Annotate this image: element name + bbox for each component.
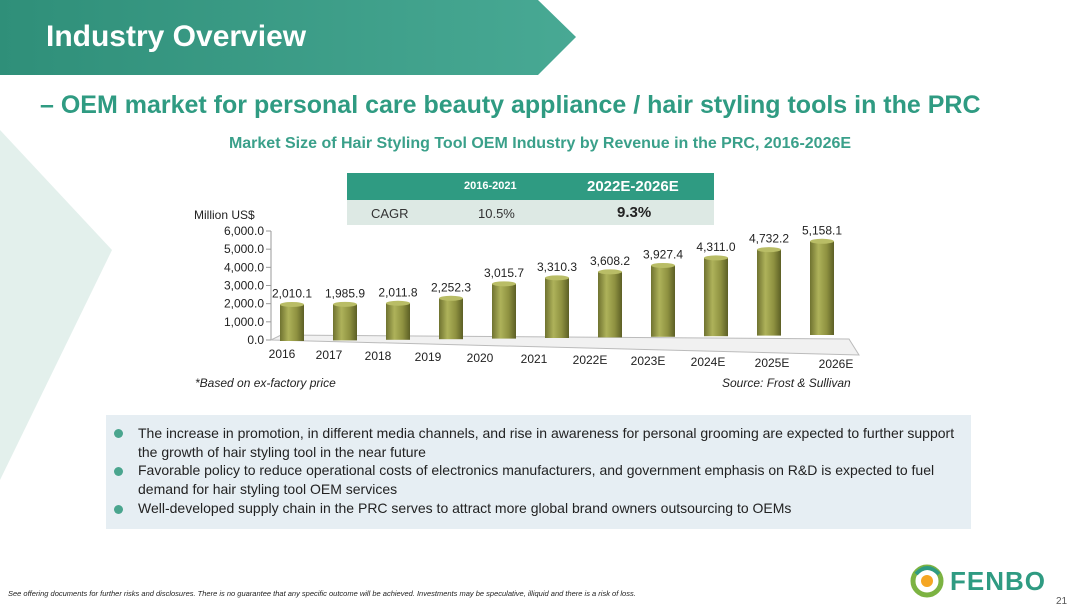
bar-2020 [492, 283, 516, 339]
cagr-table-row: CAGR 10.5% 9.3% [347, 200, 714, 225]
y-tick-label: 0.0 [247, 333, 264, 347]
footnote-ex-factory: *Based on ex-factory price [195, 376, 336, 390]
bar-2023E [651, 265, 675, 337]
disclaimer: See offering documents for further risks… [8, 589, 636, 598]
x-tick-label: 2025E [755, 356, 790, 370]
bar-2018 [386, 303, 410, 340]
data-label: 2,011.8 [378, 285, 417, 299]
x-tick-label: 2017 [316, 348, 343, 362]
x-tick-label: 2021 [521, 352, 548, 366]
company-logo: FENBO [910, 564, 1070, 598]
page-title: Industry Overview [46, 20, 307, 53]
x-tick-label: 2022E [573, 353, 608, 367]
page-number: 21 [1056, 596, 1068, 607]
bullet-item: Favorable policy to reduce operational c… [138, 462, 935, 497]
cagr-header-period-2: 2022E-2026E [587, 178, 679, 195]
bar-top-2022E [598, 269, 622, 275]
chart-title: Market Size of Hair Styling Tool OEM Ind… [228, 135, 852, 152]
cagr-value-2022e-2026e: 9.3% [617, 204, 652, 221]
key-drivers-panel: The increase in promotion, in different … [106, 415, 971, 529]
bullet-dot-icon [114, 429, 123, 438]
x-tick-label: 2020 [467, 351, 494, 365]
bar-top-2019 [439, 295, 463, 301]
y-tick-label: 2,000.0 [224, 297, 264, 311]
data-label: 2,010.1 [272, 286, 312, 300]
cagr-table: 2016-2021 2022E-2026E CAGR 10.5% 9.3% [347, 173, 714, 225]
cagr-table-header: 2016-2021 2022E-2026E [347, 173, 714, 200]
data-label: 3,927.4 [643, 247, 683, 261]
x-tick-label: 2023E [631, 354, 666, 368]
data-label: 3,310.3 [537, 260, 577, 274]
data-label: 4,732.2 [749, 232, 789, 246]
bar-2022E [598, 271, 622, 338]
source-note: Source: Frost & Sullivan [722, 376, 851, 390]
y-tick-label: 3,000.0 [224, 279, 264, 293]
bar-chart: Million US$ 0.0 1,000.0 2,000.0 3,000.0 4,000… [194, 208, 860, 371]
bar-top-2026E [810, 238, 834, 244]
y-axis-label: Million US$ [194, 208, 255, 222]
bar-2017 [333, 304, 357, 341]
cagr-value-2016-2021: 10.5% [478, 206, 515, 221]
bar-2024E [704, 257, 728, 337]
data-label: 2,252.3 [431, 280, 471, 294]
bar-2025E [757, 249, 781, 336]
bar-top-2021 [545, 275, 569, 281]
bar-2019 [439, 298, 463, 340]
data-label: 1,985.9 [325, 286, 365, 300]
x-tick-label: 2018 [365, 349, 392, 363]
y-tick-label: 6,000.0 [224, 224, 264, 238]
logo-text: FENBO [950, 566, 1046, 596]
slide-subtitle: – OEM market for personal care beauty ap… [40, 91, 981, 119]
bullet-dot-icon [114, 467, 123, 476]
y-tick-label: 1,000.0 [224, 315, 264, 329]
logo-icon [910, 564, 944, 598]
bar-top-2017 [333, 301, 357, 307]
bar-top-2024E [704, 255, 728, 261]
data-label: 4,311.0 [696, 240, 735, 254]
title-banner [0, 0, 576, 75]
bar-2021 [545, 277, 569, 338]
data-label: 3,608.2 [590, 254, 630, 268]
decorative-triangle [0, 130, 112, 480]
bullet-dot-icon [114, 505, 123, 514]
bar-top-2016 [280, 301, 304, 307]
bar-top-2025E [757, 247, 781, 253]
y-tick-label: 4,000.0 [224, 260, 264, 274]
bar-2026E [810, 241, 834, 335]
data-label: 5,158.1 [802, 223, 842, 237]
cagr-row-label: CAGR [371, 206, 409, 221]
bar-top-2023E [651, 262, 675, 268]
data-label: 3,015.7 [484, 266, 524, 280]
bullet-item: The increase in promotion, in different … [138, 425, 955, 460]
x-tick-label: 2024E [691, 355, 726, 369]
bar-top-2018 [386, 300, 410, 306]
bar-top-2020 [492, 281, 516, 287]
y-tick-label: 5,000.0 [224, 242, 264, 256]
bar-2016 [280, 304, 304, 341]
cagr-header-period-1: 2016-2021 [464, 180, 517, 192]
x-tick-label: 2016 [269, 347, 296, 361]
x-tick-label: 2019 [415, 350, 442, 364]
x-tick-label: 2026E [819, 357, 854, 371]
bullet-item: Well-developed supply chain in the PRC s… [138, 500, 792, 516]
chart-floor [270, 334, 860, 356]
title-banner-shape [0, 0, 576, 75]
